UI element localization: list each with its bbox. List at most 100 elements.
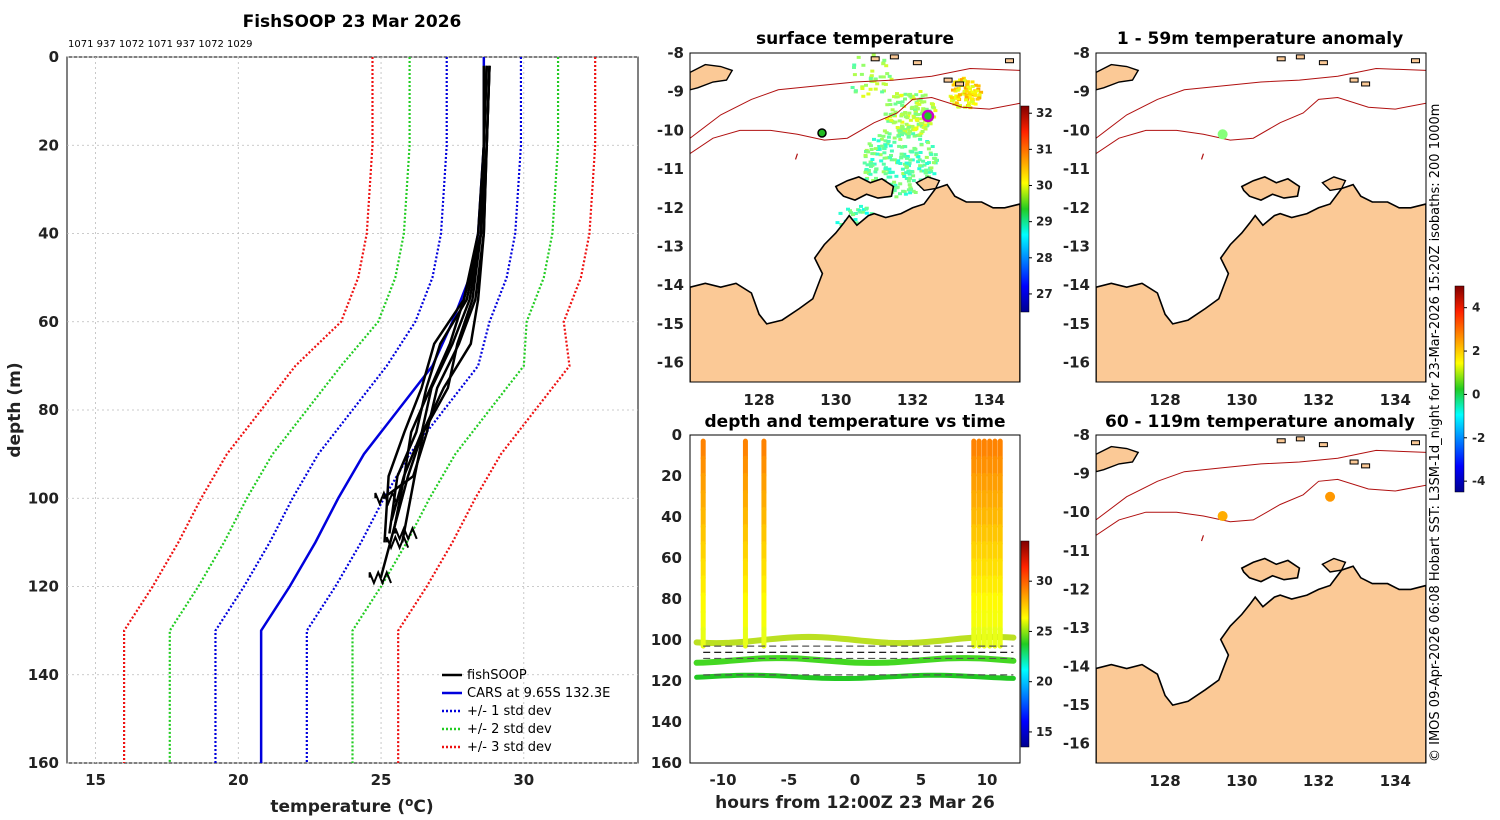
- sst-pixel: [906, 132, 911, 136]
- map-ytick-label: -11: [657, 160, 684, 178]
- sst-pixel: [881, 82, 886, 86]
- sst-pixel: [900, 103, 905, 107]
- sst-pixel: [908, 191, 913, 195]
- sst-pixel: [951, 88, 955, 92]
- sst-pixel: [911, 114, 916, 118]
- sst-pixel: [882, 129, 887, 133]
- sst-pixel: [920, 109, 925, 113]
- small-island: [1318, 60, 1328, 66]
- sst-pixel: [864, 207, 869, 211]
- std-line-3-upper: [397, 57, 597, 763]
- sst-pixel: [909, 188, 914, 191]
- sst-pixel: [918, 164, 923, 168]
- anomaly-colorbar: -4 -2 0 2 4: [1454, 285, 1485, 493]
- sst-pixel: [953, 89, 958, 93]
- sst-pixel: [953, 96, 957, 100]
- map-ytick-label: -16: [1063, 735, 1090, 753]
- small-island: [955, 81, 965, 87]
- sst-pixel: [915, 134, 920, 137]
- sst-pixel: [910, 94, 915, 98]
- map-xtick-label: 132: [897, 391, 928, 409]
- sst-pixel: [910, 150, 915, 154]
- sst-pixel: [872, 162, 877, 166]
- sst-pixel: [886, 175, 891, 179]
- sst-pixel: [919, 169, 924, 173]
- sst-pixel: [961, 92, 965, 96]
- sst-pixel: [910, 105, 915, 109]
- sst-pixel: [906, 135, 911, 139]
- time-ytick-label: 20: [661, 467, 682, 485]
- sst-pixel: [883, 145, 888, 149]
- sst-pixel: [971, 101, 976, 105]
- sst-pixel: [973, 89, 978, 93]
- profile-ytick-label: 0: [49, 48, 59, 66]
- sst-pixel: [881, 75, 886, 79]
- time-xtick-label: 10: [977, 771, 998, 789]
- sst-pixel: [970, 90, 975, 94]
- legend-std1: +/- 1 std dev: [467, 704, 552, 719]
- sst-colorbar-label: 28: [1036, 251, 1053, 265]
- sst-pixel: [849, 211, 853, 215]
- sst-pixel: [916, 160, 921, 164]
- sst-pixel: [903, 92, 908, 96]
- sst-pixel: [888, 112, 893, 116]
- sst-pixel: [888, 103, 893, 106]
- sst-pixel: [881, 134, 886, 138]
- sst-pixel: [907, 125, 911, 129]
- sst-pixel: [914, 105, 919, 109]
- sst-pixel: [892, 95, 896, 99]
- island-cobourg: [1321, 557, 1347, 573]
- sst-pixel: [920, 112, 924, 116]
- sst-pixel: [863, 153, 868, 157]
- sst-pixel: [908, 118, 913, 122]
- sst-pixel: [920, 94, 925, 98]
- time-data: [693, 438, 1017, 681]
- sst-pixel: [924, 107, 929, 111]
- map-ytick-label: -12: [1063, 199, 1090, 217]
- sst-pixel: [860, 87, 865, 90]
- anomaly1-panel: 1 - 59m temperature anomaly 128 130 132 134…: [1063, 29, 1427, 409]
- anomaly-point: [1217, 511, 1228, 522]
- sst-pixel: [854, 221, 859, 225]
- sst-colorbar-label: 32: [1036, 106, 1053, 120]
- sst-pixel: [893, 102, 898, 106]
- map-ytick-label: -9: [667, 83, 684, 101]
- map-ytick-label: -10: [1063, 121, 1090, 139]
- sst-pixel: [904, 171, 909, 175]
- sst-pixel: [881, 162, 886, 166]
- map-ytick-label: -13: [1063, 619, 1090, 637]
- sst-pixel: [951, 83, 956, 87]
- profile-ytick-label: 60: [38, 313, 59, 331]
- sst-pixel: [876, 148, 881, 151]
- small-island: [1276, 438, 1286, 444]
- sst-pixel: [906, 127, 911, 131]
- sst-pixel: [889, 118, 894, 122]
- sst-pixel: [838, 211, 843, 215]
- sst-pixel: [897, 101, 902, 104]
- sst-pixel: [890, 170, 895, 174]
- profile-xtick-label: 25: [371, 771, 392, 789]
- map-ytick-label: -14: [1063, 658, 1090, 676]
- sst-pixel: [880, 144, 885, 148]
- anomaly2-panel: 60 - 119m temperature anomaly 128 130 132 1…: [1063, 412, 1427, 790]
- anomaly2-land: [1096, 436, 1426, 763]
- sst-pixel: [895, 95, 900, 99]
- sst-pixel: [908, 94, 913, 98]
- anomaly-colorbar-label: 2: [1472, 344, 1480, 358]
- sst-pixel: [968, 87, 972, 91]
- sst-axes: [689, 52, 1021, 383]
- sst-pixel: [888, 144, 893, 148]
- sst-pixel: [912, 116, 917, 120]
- fishsoop-cast: [379, 65, 491, 579]
- isobath-fragment: [1200, 153, 1205, 160]
- sst-pixel: [907, 129, 912, 133]
- sst-pixel: [899, 93, 904, 97]
- sst-pixel: [864, 177, 869, 181]
- fishsoop-bottom-trace: [394, 525, 418, 542]
- sst-land: [690, 54, 1020, 382]
- sst-pixel: [966, 104, 971, 108]
- small-island: [1295, 436, 1305, 442]
- sst-title: surface temperature: [756, 29, 954, 49]
- profile-ticks: 15 20 25 30 0 20 40 60 80 100 120 140 160: [28, 48, 535, 789]
- sst-pixel: [894, 186, 899, 190]
